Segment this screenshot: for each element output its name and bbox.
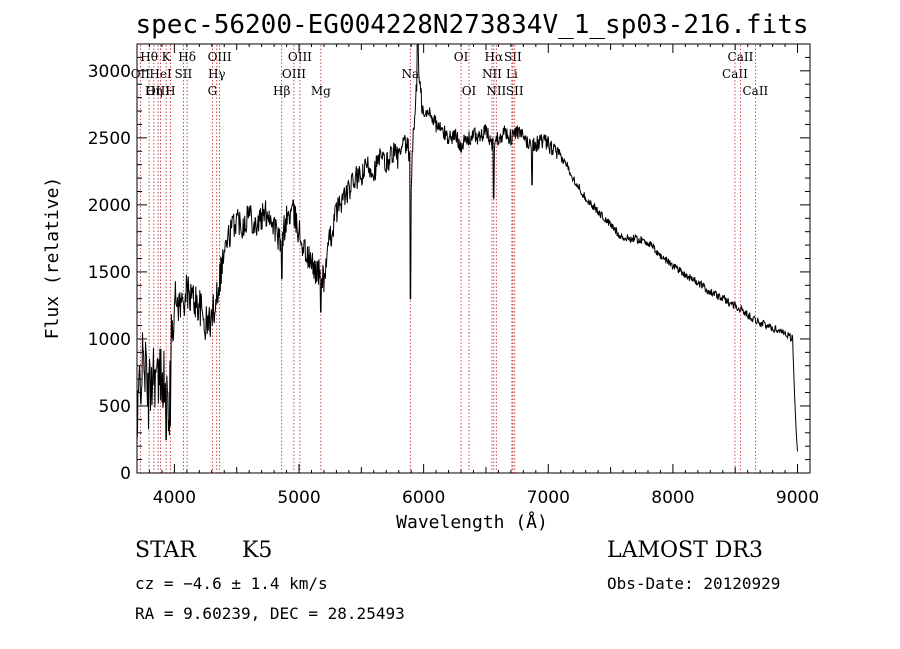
y-tick-label: 2000 [88,196,131,216]
spectral-line-markers: HθOIIOIIIHηHeIKHSIIHδGHγOIIIHβOIIIOIIIMg… [131,45,769,473]
x-tick-label: 4000 [153,488,196,508]
coordinates: RA = 9.60239, DEC = 28.25493 [135,604,405,623]
object-subclass: K5 [242,538,273,563]
line-label: G [208,84,218,98]
y-tick-label: 2500 [88,129,131,149]
line-label: OI [462,84,477,98]
x-axis-label: Wavelength (Å) [396,511,548,533]
y-tick-label: 500 [99,397,131,417]
line-label: Hθ [140,50,158,64]
survey-name: LAMOST DR3 [607,538,763,563]
line-label: Li [506,67,518,81]
line-label: SII [506,84,524,98]
line-label: OIII [288,50,312,64]
line-label: OIII [208,50,232,64]
line-label: HeI [149,67,172,81]
axis-ticks: 4000 5000 6000 7000 8000 9000 0 500 1000 1500 2000… [88,44,819,508]
line-label: OII [131,67,151,81]
line-label: CaII [742,84,768,98]
redshift-cz: cz = −4.6 ± 1.4 km/s [135,574,328,593]
line-label: H [165,84,175,98]
line-label: Hδ [178,50,196,64]
x-tick-label: 7000 [527,488,570,508]
chart-title: spec-56200-EG004228N273834V_1_sp03-216.f… [135,10,808,40]
line-label: Hη [145,84,163,98]
y-tick-label: 1500 [88,263,131,283]
line-label: Hβ [273,84,290,98]
line-label: CaII [728,50,754,64]
line-label: OIII [282,67,306,81]
line-label: NII [482,67,502,81]
plot-frame [136,43,811,474]
line-label: NII [486,84,506,98]
x-tick-label: 6000 [402,488,445,508]
x-tick-label: 9000 [776,488,819,508]
y-tick-label: 3000 [88,62,131,82]
line-label: SII [175,67,193,81]
line-label: CaII [722,67,748,81]
line-label: Hα [485,50,504,64]
observation-date: Obs-Date: 20120929 [607,574,781,593]
line-label: Na [401,67,419,81]
object-class: STAR [135,538,196,563]
x-tick-label: 8000 [651,488,694,508]
y-tick-label: 1000 [88,330,131,350]
line-label: SII [504,50,522,64]
line-label: Hγ [208,67,226,81]
y-tick-label: 0 [120,464,131,484]
spectrum-line [136,43,798,452]
line-label: K [162,50,172,64]
y-axis-label: Flux (relative) [42,177,63,340]
x-tick-label: 5000 [277,488,320,508]
line-label: Mg [311,84,331,98]
line-label: OI [454,50,469,64]
line-label: OIII [146,84,170,98]
